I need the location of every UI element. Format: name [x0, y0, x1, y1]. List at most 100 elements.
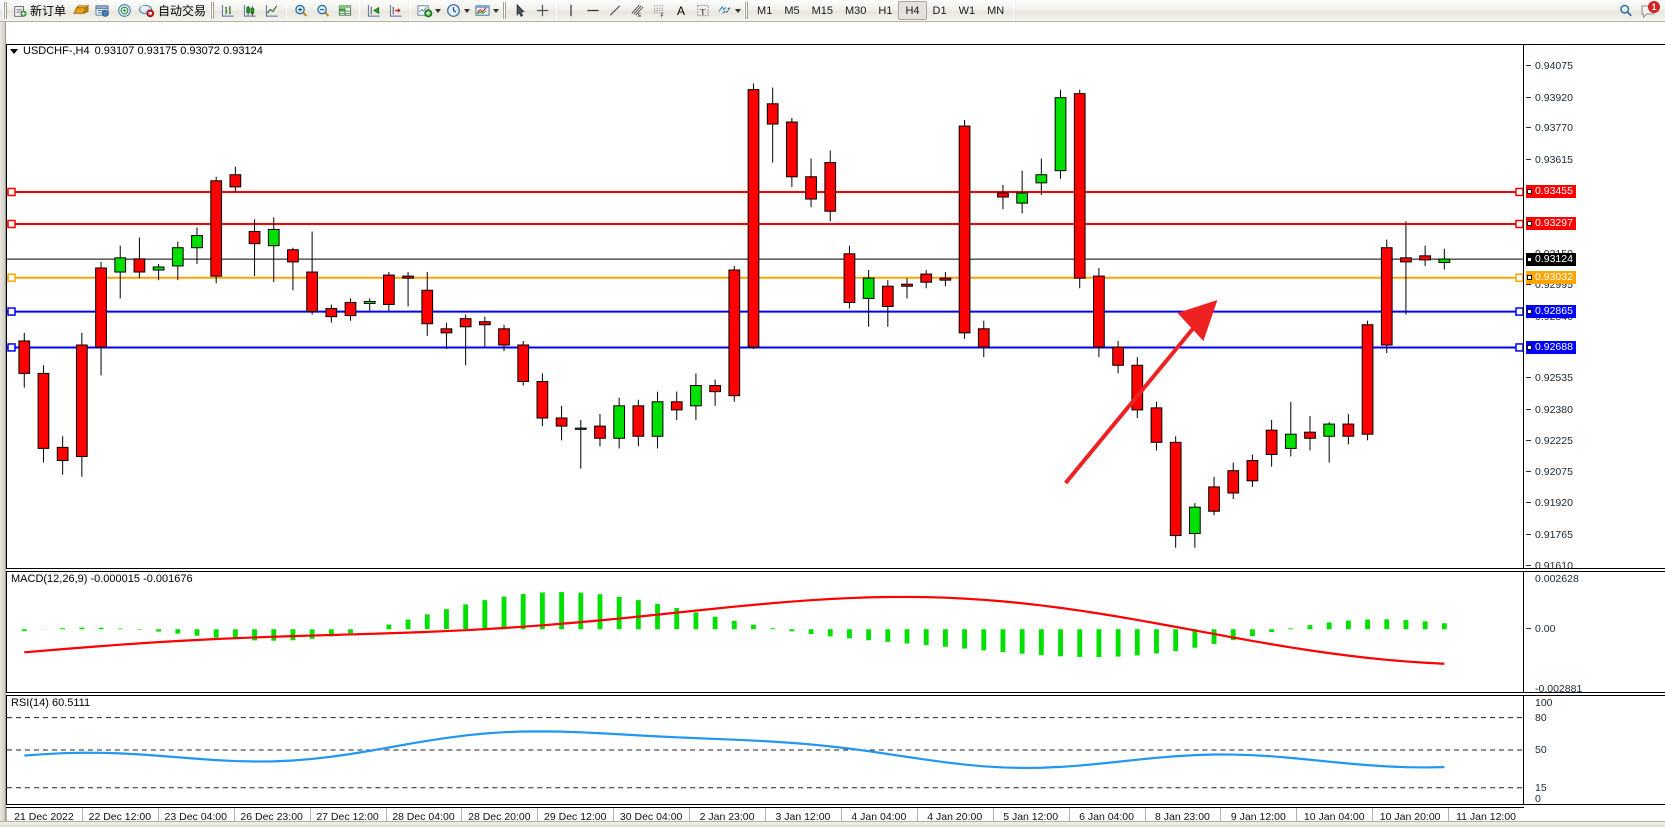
candle-body[interactable]: [1150, 407, 1163, 443]
candle-body[interactable]: [1284, 433, 1297, 449]
candle-body[interactable]: [306, 271, 318, 313]
candle-body[interactable]: [843, 253, 856, 303]
candle-body[interactable]: [728, 269, 741, 397]
candle-body[interactable]: [1342, 423, 1355, 437]
zoom-in-button[interactable]: [290, 1, 312, 21]
price-chip-last-price[interactable]: 0.93124: [1526, 252, 1576, 266]
level-handle[interactable]: [7, 307, 16, 316]
candle-body[interactable]: [613, 405, 626, 439]
candle-body[interactable]: [191, 235, 203, 249]
candle-body[interactable]: [555, 417, 568, 427]
candle-body[interactable]: [1188, 506, 1201, 535]
price-axis[interactable]: 0.940750.939200.937700.936150.931500.929…: [1524, 44, 1665, 572]
candle-body[interactable]: [478, 321, 491, 326]
vertical-line-button[interactable]: [560, 1, 582, 21]
candle-body[interactable]: [920, 273, 933, 283]
candle-body[interactable]: [267, 228, 280, 247]
candle-body[interactable]: [939, 277, 952, 281]
level-handle[interactable]: [7, 219, 16, 229]
candle-body[interactable]: [536, 381, 549, 419]
data-grid-button[interactable]: [334, 1, 356, 21]
alerts-button[interactable]: 1: [1637, 0, 1660, 21]
arrow-shaft[interactable]: [1064, 326, 1195, 485]
candle-body[interactable]: [1323, 423, 1336, 437]
candle-body[interactable]: [210, 180, 223, 277]
chip-handle[interactable]: [1527, 189, 1532, 195]
level-handle[interactable]: [1515, 307, 1523, 316]
candle-body[interactable]: [18, 340, 31, 374]
candle-body[interactable]: [1112, 346, 1124, 366]
candle-body[interactable]: [824, 162, 837, 212]
chip-handle[interactable]: [1527, 221, 1532, 227]
arrow-head[interactable]: [1177, 300, 1218, 341]
arrows-tool-button[interactable]: [714, 1, 743, 21]
period-dropdown-caret[interactable]: [464, 8, 471, 13]
candle-body[interactable]: [402, 275, 414, 279]
gold-bar-button[interactable]: [69, 1, 91, 21]
candle-body[interactable]: [1380, 247, 1393, 346]
chip-handle[interactable]: [1527, 256, 1532, 262]
candle-body[interactable]: [1400, 257, 1412, 263]
text-label-button[interactable]: T: [692, 1, 714, 21]
candle-body[interactable]: [785, 121, 798, 178]
toolbar-grip-4[interactable]: [744, 2, 749, 19]
timeframe-h1[interactable]: H1: [878, 4, 893, 17]
candle-body[interactable]: [383, 274, 395, 305]
timeframe-d1[interactable]: D1: [932, 4, 947, 17]
candle-body[interactable]: [594, 425, 606, 439]
candle-body[interactable]: [1054, 97, 1067, 172]
data-window-button[interactable]: [91, 1, 113, 21]
candle-body[interactable]: [709, 385, 721, 393]
candle-body[interactable]: [1208, 486, 1220, 512]
candle-body[interactable]: [1304, 431, 1316, 439]
bullish-arrow-annotation[interactable]: [7, 45, 1523, 568]
rsi-pane[interactable]: RSI(14) 60.5111: [6, 695, 1524, 805]
candle-body[interactable]: [747, 89, 760, 348]
candle-body[interactable]: [56, 446, 69, 462]
timeframe-m1[interactable]: M1: [757, 4, 773, 17]
templates-dropdown-caret[interactable]: [493, 8, 500, 13]
level-handle[interactable]: [7, 273, 16, 282]
candle-body[interactable]: [1438, 258, 1451, 264]
candle-body[interactable]: [171, 247, 184, 267]
arrows-dropdown-caret[interactable]: [735, 8, 742, 13]
candle-body[interactable]: [690, 385, 702, 407]
candle-body[interactable]: [805, 176, 817, 200]
timeframe-w1[interactable]: W1: [958, 4, 976, 17]
candle-body[interactable]: [1246, 460, 1259, 482]
level-handle[interactable]: [1515, 187, 1523, 197]
candle-body[interactable]: [1361, 324, 1374, 435]
timeframe-mn[interactable]: MN: [987, 4, 1005, 17]
candle-body[interactable]: [1093, 275, 1105, 348]
toolbar-grip-2[interactable]: [210, 2, 215, 19]
price-chip-support[interactable]: 0.92688: [1526, 340, 1576, 354]
text-tool-button[interactable]: A: [670, 1, 692, 21]
candle-body[interactable]: [75, 344, 88, 458]
level-handle[interactable]: [1515, 219, 1523, 229]
price-chip-pivot[interactable]: 0.93032: [1526, 271, 1576, 285]
auto-scroll-button[interactable]: [385, 1, 407, 21]
price-pane[interactable]: [6, 44, 1524, 569]
chart-menu-caret-icon[interactable]: [10, 48, 18, 54]
fibonacci-button[interactable]: F: [648, 1, 670, 21]
candle-body[interactable]: [459, 318, 472, 328]
candle-body[interactable]: [440, 328, 453, 334]
trend-line-button[interactable]: [604, 1, 626, 21]
candle-body[interactable]: [862, 277, 875, 299]
candle-body[interactable]: [632, 405, 645, 437]
templates-button[interactable]: [472, 1, 501, 21]
candle-body[interactable]: [114, 257, 127, 273]
candle-body[interactable]: [901, 283, 913, 287]
crosshair-tool-button[interactable]: [531, 1, 553, 21]
candle-body[interactable]: [325, 308, 338, 318]
candle-body[interactable]: [152, 266, 165, 271]
candle-body[interactable]: [651, 401, 664, 437]
candle-body[interactable]: [498, 328, 510, 346]
timeframe-m5[interactable]: M5: [784, 4, 800, 17]
candle-body[interactable]: [1016, 192, 1029, 204]
period-button[interactable]: [443, 1, 472, 21]
candle-body[interactable]: [133, 258, 146, 273]
new-order-button[interactable]: 新订单: [10, 1, 69, 21]
chip-handle[interactable]: [1527, 344, 1532, 350]
candle-body[interactable]: [287, 249, 299, 263]
